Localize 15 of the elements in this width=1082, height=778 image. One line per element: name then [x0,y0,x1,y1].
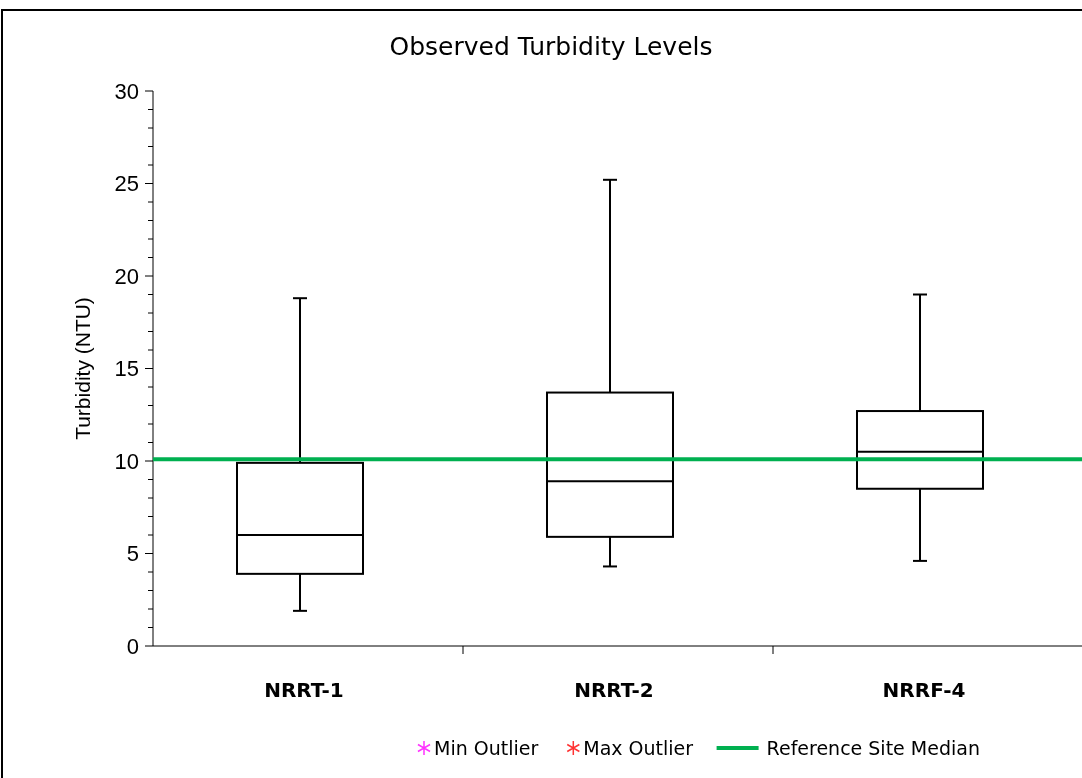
y-tick-label: 20 [114,263,139,289]
y-axis-title: Turbidity (NTU) [71,297,94,440]
legend-label: Reference Site Median [766,736,980,759]
x-tick-label: NRRF-4 [882,678,966,702]
y-tick-label: 25 [114,171,139,197]
x-tick-label: NRRT-2 [574,678,654,702]
y-tick-label: 0 [126,633,139,659]
y-tick-label: 5 [126,541,139,567]
legend-label: Min Outlier [434,736,539,759]
x-tick-label: NRRT-1 [264,678,344,702]
chart-title: Observed Turbidity Levels [389,32,713,61]
y-tick-label: 10 [114,448,139,474]
y-tick-label: 30 [114,78,139,104]
y-tick-label: 15 [114,356,139,382]
legend-label: Max Outlier [583,736,694,759]
